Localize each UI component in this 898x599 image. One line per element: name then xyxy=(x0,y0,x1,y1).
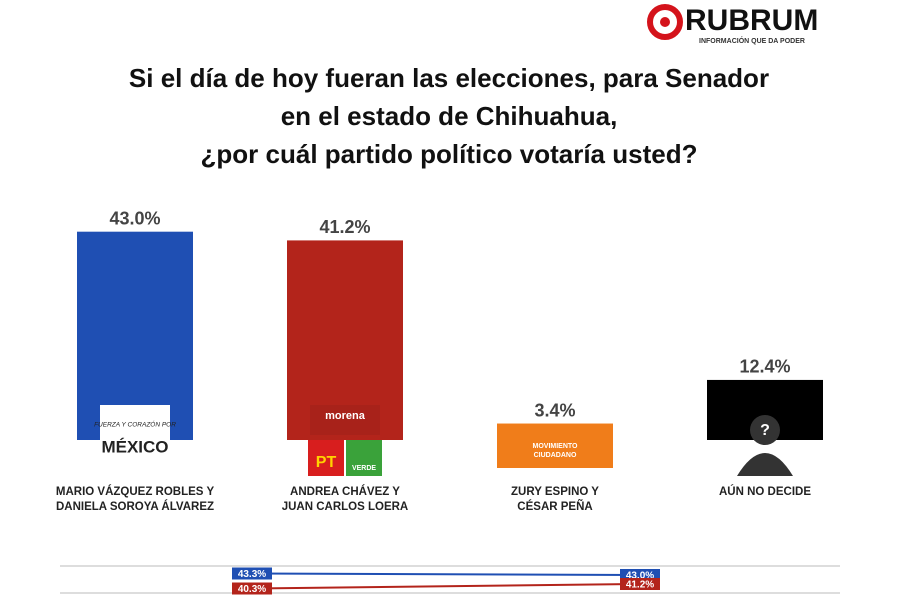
logo-text: MOVIMIENTO xyxy=(533,443,579,450)
line xyxy=(251,572,641,576)
point-box xyxy=(232,582,272,595)
logo-text: ? xyxy=(760,422,770,439)
point-box xyxy=(232,567,272,580)
chart-title: en el estado de Chihuahua, xyxy=(281,101,618,131)
logo-text: FUERZA Y CORAZÓN POR xyxy=(94,420,176,429)
logo-text: VERDE xyxy=(352,465,376,472)
chart-title: Si el día de hoy fueran las elecciones, … xyxy=(129,63,769,93)
category-label: ANDREA CHÁVEZ Y xyxy=(290,485,400,498)
logo xyxy=(310,405,380,435)
category-label: MARIO VÁZQUEZ ROBLES Y xyxy=(56,485,215,498)
point-label: 43.3% xyxy=(238,569,266,580)
logo xyxy=(750,415,780,445)
value-label: 41.2% xyxy=(319,217,370,237)
logo xyxy=(346,440,382,476)
point-label: 43.0% xyxy=(626,571,654,582)
logo xyxy=(737,453,793,476)
brand-icon xyxy=(647,4,683,40)
value-label: 12.4% xyxy=(739,357,790,377)
logo xyxy=(497,424,613,468)
brand-name: RUBRUM xyxy=(685,4,818,37)
chart-title: ¿por cuál partido político votaría usted… xyxy=(201,139,698,169)
value-label: 43.0% xyxy=(109,208,160,228)
logo xyxy=(100,405,170,467)
category-label: JUAN CARLOS LOERA xyxy=(282,501,409,513)
category-label: ZURY ESPINO Y xyxy=(511,486,599,498)
logo xyxy=(308,440,344,476)
line xyxy=(251,583,641,590)
logo-text: CIUDADANO xyxy=(534,452,577,459)
point-label: 40.3% xyxy=(238,584,266,595)
category-label: DANIELA SOROYA ÁLVAREZ xyxy=(56,500,214,513)
category-label: AÚN NO DECIDE xyxy=(719,485,811,498)
point-label: 41.2% xyxy=(626,580,654,591)
logo-text: PT xyxy=(316,454,337,471)
brand-icon-dot xyxy=(660,17,670,27)
brand-tagline: INFORMACIÓN QUE DA PODER xyxy=(699,36,805,45)
value-label: 3.4% xyxy=(534,400,575,420)
logo-text: MÉXICO xyxy=(101,437,168,456)
category-label: CÉSAR PEÑA xyxy=(517,500,592,513)
logo-text: morena xyxy=(325,410,366,422)
point-box xyxy=(620,578,660,590)
